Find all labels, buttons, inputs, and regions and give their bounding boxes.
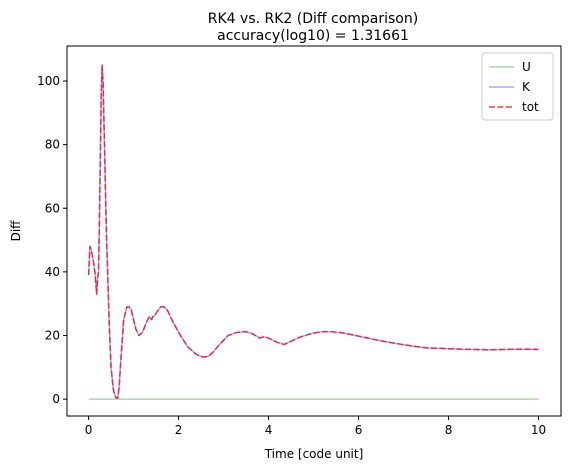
x-tick-label: 2 bbox=[175, 423, 183, 437]
legend-label-tot: tot bbox=[522, 100, 539, 114]
y-tick-label: 60 bbox=[45, 201, 60, 215]
x-tick-label: 6 bbox=[355, 423, 363, 437]
series-layer bbox=[87, 64, 539, 400]
x-tick-label: 4 bbox=[265, 423, 273, 437]
y-tick-label: 80 bbox=[45, 138, 60, 152]
chart-title: RK4 vs. RK2 (Diff comparison) bbox=[208, 11, 418, 27]
y-axis: 0 20 40 60 80 100 bbox=[37, 74, 67, 406]
y-tick-label: 40 bbox=[45, 265, 60, 279]
y-tick-label: 20 bbox=[45, 329, 60, 343]
legend-label-K: K bbox=[522, 80, 531, 94]
y-tick-label: 0 bbox=[52, 392, 60, 406]
y-tick-label: 100 bbox=[37, 74, 60, 88]
series-line-tot bbox=[87, 64, 539, 399]
x-axis: 0 2 4 6 8 10 bbox=[85, 416, 546, 437]
series-line-K bbox=[87, 64, 539, 399]
plot-frame bbox=[66, 45, 562, 417]
y-axis-label: Diff bbox=[9, 220, 23, 242]
x-tick-label: 0 bbox=[85, 423, 93, 437]
x-tick-label: 8 bbox=[445, 423, 453, 437]
legend-box bbox=[481, 52, 554, 121]
legend-label-U: U bbox=[522, 60, 531, 74]
chart-subtitle: accuracy(log10) = 1.31661 bbox=[217, 28, 409, 44]
x-axis-label: Time [code unit] bbox=[264, 447, 364, 461]
x-tick-label: 10 bbox=[531, 423, 546, 437]
